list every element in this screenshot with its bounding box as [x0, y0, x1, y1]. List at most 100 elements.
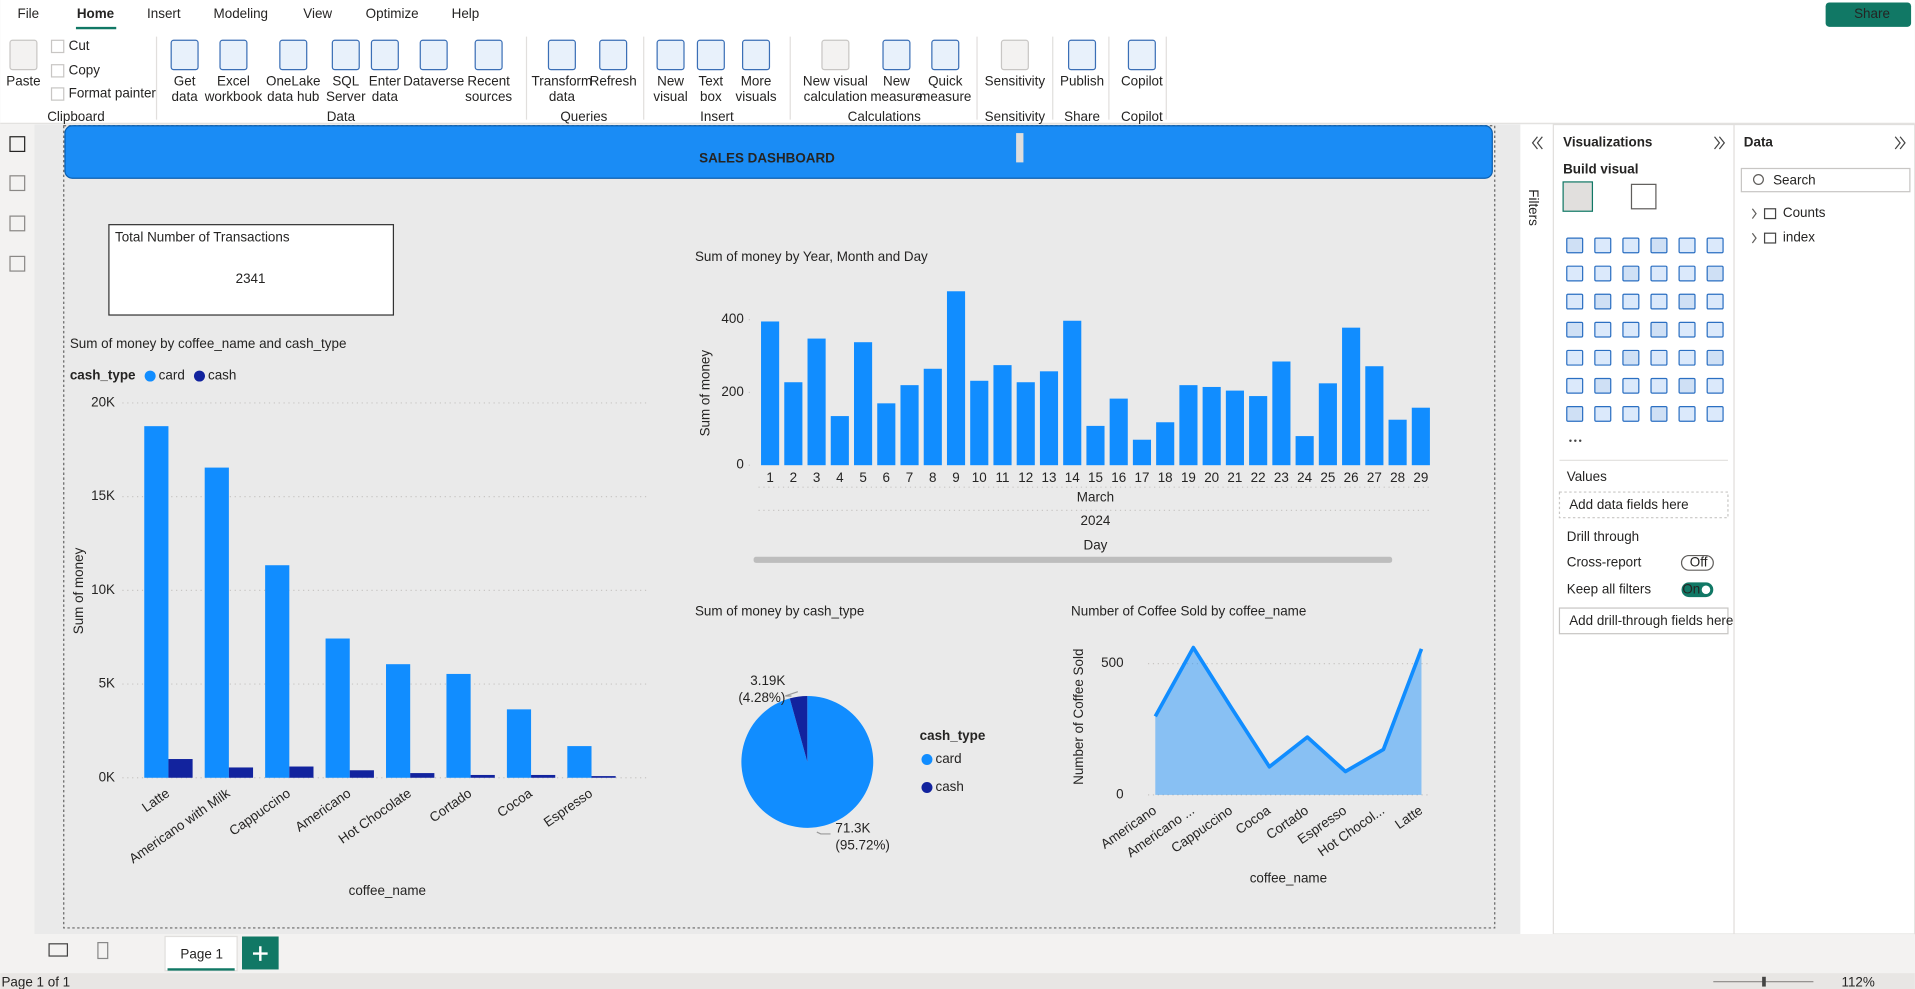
- ribbon-button-label[interactable]: Text: [699, 73, 724, 88]
- visual-type-icon[interactable]: [1678, 405, 1696, 422]
- toggle[interactable]: [1680, 554, 1714, 571]
- format-visual-tab[interactable]: [1630, 183, 1657, 210]
- ribbon-button-label[interactable]: Recent: [467, 73, 510, 88]
- ribbon-button-label[interactable]: data: [549, 89, 576, 104]
- ribbon-button-label[interactable]: box: [700, 89, 722, 104]
- search-box[interactable]: [1740, 167, 1911, 193]
- ribbon-button-label[interactable]: Dataverse: [403, 73, 464, 88]
- visual-type-icon[interactable]: [1706, 405, 1724, 422]
- visual-type-icon[interactable]: [1594, 321, 1612, 338]
- ribbon-button-label[interactable]: New: [883, 73, 910, 88]
- visual-type-icon[interactable]: [1706, 293, 1724, 310]
- menu-item[interactable]: Insert: [147, 6, 181, 21]
- visual-type-icon[interactable]: [1622, 321, 1640, 338]
- visual-type-icon[interactable]: [1594, 293, 1612, 310]
- ribbon-button-label[interactable]: Transform: [532, 73, 593, 88]
- ribbon-button-label[interactable]: Excel: [217, 73, 250, 88]
- visual-type-icon[interactable]: [1566, 377, 1584, 394]
- visual-type-icon[interactable]: [1622, 265, 1640, 282]
- field-well[interactable]: [1558, 607, 1729, 635]
- filters-strip[interactable]: [1520, 124, 1554, 935]
- ribbon-button-label[interactable]: workbook: [204, 89, 263, 104]
- visual-type-icon[interactable]: [1622, 405, 1640, 422]
- menu-item[interactable]: Home: [77, 6, 114, 21]
- table-name[interactable]: index: [1783, 230, 1815, 245]
- ribbon-button-label[interactable]: visuals: [736, 89, 777, 104]
- visual-type-icon[interactable]: [1650, 293, 1668, 310]
- ribbon-button-label[interactable]: Copilot: [1121, 73, 1163, 88]
- ribbon-button-label[interactable]: measure: [870, 89, 922, 104]
- expand-icon[interactable]: [1894, 136, 1906, 150]
- menu-item[interactable]: Optimize: [366, 6, 419, 21]
- visual-type-icon[interactable]: [1566, 293, 1584, 310]
- desktop-icon[interactable]: [48, 943, 69, 957]
- expand-icon[interactable]: [1714, 136, 1726, 150]
- visual-type-icon[interactable]: [1706, 237, 1724, 254]
- visual-type-icon[interactable]: [1622, 377, 1640, 394]
- page-tab-label[interactable]: Page 1: [180, 946, 223, 961]
- view-icon[interactable]: [9, 215, 26, 232]
- visual-type-icon[interactable]: [1622, 293, 1640, 310]
- ribbon-button-label[interactable]: Enter: [369, 73, 402, 88]
- visual-type-icon[interactable]: [1594, 349, 1612, 366]
- ribbon-button-label[interactable]: Paste: [6, 73, 40, 88]
- ribbon-button-label[interactable]: Copy: [69, 62, 101, 77]
- ribbon-button-label[interactable]: Refresh: [590, 73, 637, 88]
- share-button[interactable]: [1825, 2, 1912, 27]
- ribbon-button-label[interactable]: visual: [653, 89, 687, 104]
- visual-type-icon[interactable]: [1650, 377, 1668, 394]
- page-tab[interactable]: [164, 935, 238, 972]
- ribbon-button-label[interactable]: data hub: [267, 89, 319, 104]
- menu-item[interactable]: File: [18, 6, 40, 21]
- visual-type-icon[interactable]: [1650, 405, 1668, 422]
- scrollbar[interactable]: [753, 556, 1393, 563]
- mobile-icon[interactable]: [97, 941, 109, 960]
- more-dot[interactable]: [1578, 439, 1582, 442]
- visual-type-icon[interactable]: [1706, 265, 1724, 282]
- visual-type-icon[interactable]: [1650, 349, 1668, 366]
- visual-type-icon[interactable]: [1594, 265, 1612, 282]
- filters-title[interactable]: Filters: [1526, 189, 1541, 226]
- collapse-icon[interactable]: [1531, 136, 1543, 150]
- visual-type-icon[interactable]: [1594, 405, 1612, 422]
- visual-type-icon[interactable]: [1566, 405, 1584, 422]
- visual-type-icon[interactable]: [1678, 293, 1696, 310]
- more-dot[interactable]: [1574, 439, 1577, 442]
- ribbon-button-label[interactable]: Format painter: [69, 86, 157, 101]
- ribbon-button-label[interactable]: sources: [465, 89, 512, 104]
- visual-type-icon[interactable]: [1678, 237, 1696, 254]
- build-visual-tab[interactable]: [1562, 181, 1594, 212]
- menu-item[interactable]: Help: [452, 6, 480, 21]
- ribbon-button-label[interactable]: measure: [919, 89, 971, 104]
- visual-type-icon[interactable]: [1678, 377, 1696, 394]
- visual-type-icon[interactable]: [1650, 265, 1668, 282]
- view-icon[interactable]: [9, 175, 26, 192]
- visual-type-icon[interactable]: [1650, 321, 1668, 338]
- visual-type-icon[interactable]: [1678, 321, 1696, 338]
- visual-type-icon[interactable]: [1706, 321, 1724, 338]
- visual-type-icon[interactable]: [1566, 237, 1584, 254]
- view-icon[interactable]: [9, 136, 26, 153]
- view-icon[interactable]: [9, 255, 26, 272]
- visual-type-icon[interactable]: [1594, 377, 1612, 394]
- field-well[interactable]: [1558, 491, 1729, 519]
- menu-item[interactable]: View: [303, 6, 332, 21]
- visual-type-icon[interactable]: [1706, 377, 1724, 394]
- visual-type-icon[interactable]: [1706, 349, 1724, 366]
- ribbon-button-label[interactable]: Sensitivity: [985, 73, 1046, 88]
- ribbon-button-label[interactable]: Get: [174, 73, 196, 88]
- ribbon-button-label[interactable]: OneLake: [266, 73, 320, 88]
- zoom-thumb[interactable]: [1762, 976, 1766, 987]
- visual-type-icon[interactable]: [1650, 237, 1668, 254]
- ribbon-button-label[interactable]: data: [172, 89, 199, 104]
- visual-type-icon[interactable]: [1622, 237, 1640, 254]
- ribbon-button-label[interactable]: New visual: [803, 73, 868, 88]
- ribbon-button-label[interactable]: Cut: [69, 38, 90, 53]
- visual-type-icon[interactable]: [1566, 349, 1584, 366]
- visual-type-icon[interactable]: [1622, 349, 1640, 366]
- ribbon-button-label[interactable]: Quick: [928, 73, 963, 88]
- expand-chevron[interactable]: [1751, 208, 1757, 219]
- ribbon-button-label[interactable]: Publish: [1060, 73, 1104, 88]
- visual-type-icon[interactable]: [1678, 349, 1696, 366]
- visual-type-icon[interactable]: [1566, 321, 1584, 338]
